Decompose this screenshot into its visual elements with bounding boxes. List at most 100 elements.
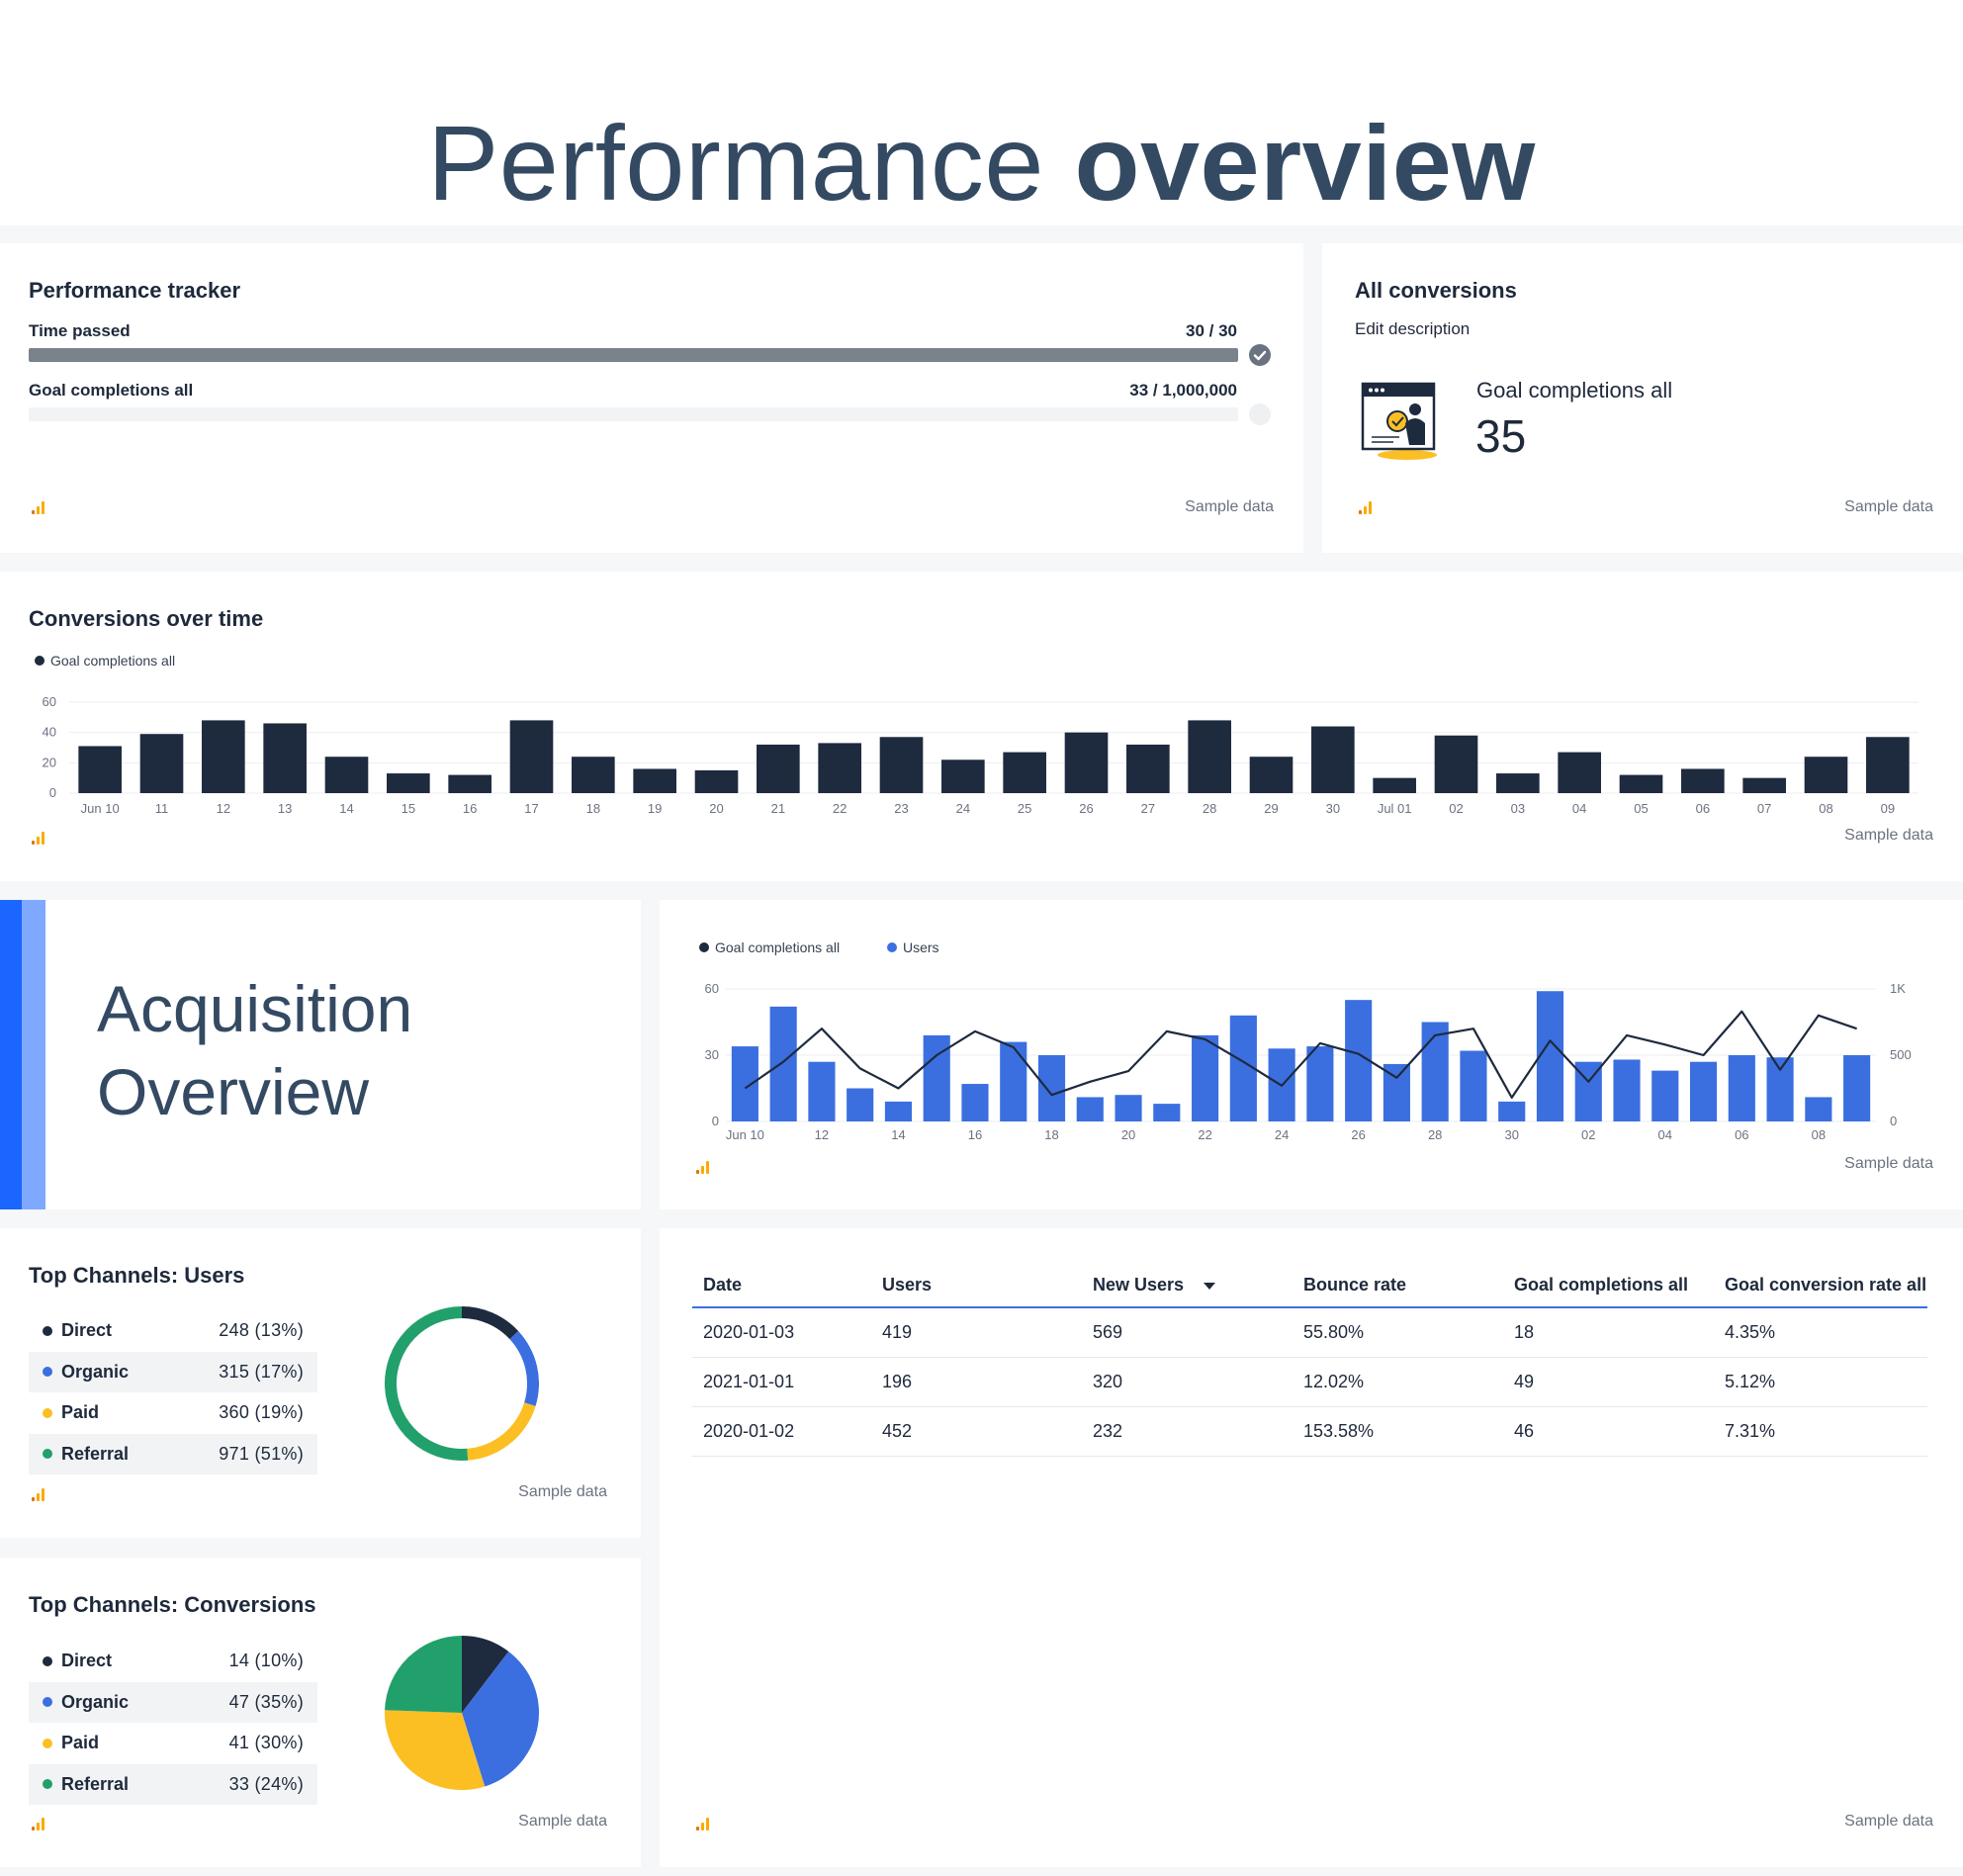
x-tick-label: 06	[1735, 1127, 1748, 1142]
top-channels-conversions-title: Top Channels: Conversions	[29, 1592, 316, 1617]
sort-descending-icon[interactable]	[1204, 1282, 1216, 1290]
list-item: Referral 33 (24%)	[29, 1763, 317, 1805]
table-cell: 7.31%	[1714, 1406, 1927, 1457]
edit-description-link[interactable]: Edit description	[1355, 319, 1471, 338]
x-tick-label: 23	[894, 801, 908, 816]
column-header-date[interactable]: Date	[692, 1264, 871, 1308]
table-row: 2021-01-01 196 320 12.02% 49 5.12%	[692, 1357, 1927, 1407]
analytics-logo-icon	[32, 831, 47, 845]
x-tick-label: Jun 10	[81, 801, 120, 816]
acquisition-title-line2: Overview	[97, 1055, 370, 1128]
y-tick-label: 0	[49, 785, 56, 800]
chart-legend-users: Users	[887, 939, 939, 955]
analytics-logo-icon	[696, 1160, 712, 1174]
channel-value: 47 (35%)	[228, 1691, 304, 1712]
x-tick-label: 28	[1428, 1127, 1442, 1142]
column-header-new-users[interactable]: New Users	[1082, 1264, 1293, 1308]
y-left-tick-label: 30	[705, 1047, 719, 1062]
sample-data-label: Sample data	[1844, 827, 1933, 844]
time-passed-value: 30 / 30	[1186, 321, 1237, 340]
table-cell: 55.80%	[1293, 1307, 1503, 1358]
table-cell: 232	[1082, 1406, 1293, 1457]
bar	[1742, 777, 1786, 793]
column-header-goal-conversion-rate[interactable]: Goal conversion rate all	[1714, 1264, 1927, 1308]
column-header-goal-completions[interactable]: Goal completions all	[1503, 1264, 1714, 1308]
bar	[1311, 726, 1355, 793]
x-tick-label: 08	[1812, 1127, 1826, 1142]
channel-dot	[43, 1697, 52, 1708]
channel-list: Direct 248 (13%) Organic 315 (17%) Paid 360…	[29, 1310, 317, 1474]
conversions-pie-chart	[385, 1636, 539, 1790]
users-bar	[1153, 1104, 1181, 1121]
bar	[1804, 757, 1848, 793]
column-header-bounce-rate[interactable]: Bounce rate	[1293, 1264, 1503, 1308]
slice-organic	[462, 1651, 539, 1787]
bar	[694, 770, 739, 793]
performance-tracker-card: Performance tracker Time passed 30 / 30 …	[0, 243, 1303, 553]
goal-completions-line	[744, 1010, 1857, 1099]
x-tick-label: 16	[463, 801, 477, 816]
sample-data-label: Sample data	[1844, 1813, 1933, 1830]
sample-data-label: Sample data	[1844, 1155, 1933, 1172]
chart-legend-goal: Goal completions all	[699, 939, 840, 955]
channel-name: Referral	[61, 1443, 130, 1464]
x-tick-label: 30	[1326, 801, 1340, 816]
users-bar	[1037, 1055, 1066, 1121]
x-tick-label: 02	[1449, 801, 1463, 816]
slice-organic	[509, 1330, 539, 1406]
x-tick-label: 12	[815, 1127, 829, 1142]
page-title-light: Performance	[427, 103, 1044, 223]
users-bar	[1192, 1034, 1219, 1121]
acquisition-title: Acquisition Overview	[97, 967, 412, 1133]
acquisition-title-line1: Acquisition	[97, 972, 413, 1045]
table-row: 2020-01-03 419 569 55.80% 18 4.35%	[692, 1307, 1927, 1358]
bar	[1064, 732, 1109, 793]
sample-data-label: Sample data	[1844, 498, 1933, 515]
bar	[1434, 735, 1478, 793]
y-right-tick-label: 500	[1890, 1047, 1912, 1062]
column-header-users[interactable]: Users	[871, 1264, 1082, 1308]
bar	[509, 720, 554, 793]
users-bar	[1076, 1097, 1104, 1121]
x-tick-label: 05	[1634, 801, 1648, 816]
chart-legend: Goal completions all	[35, 653, 175, 669]
bar	[1866, 737, 1910, 793]
channel-value: 315 (17%)	[219, 1361, 304, 1382]
slice-referral	[385, 1306, 469, 1461]
channel-dot	[43, 1407, 52, 1418]
accent-bar-light	[22, 900, 45, 1209]
channel-value: 360 (19%)	[219, 1402, 304, 1423]
table-cell: 320	[1082, 1357, 1293, 1407]
channel-dot	[43, 1738, 52, 1748]
legend-dot	[35, 656, 45, 666]
list-item: Referral 971 (51%)	[29, 1433, 317, 1474]
users-bar	[769, 1006, 797, 1121]
slice-paid	[385, 1710, 486, 1790]
time-passed-progress-bar	[29, 348, 1238, 362]
top-channels-users-title: Top Channels: Users	[29, 1263, 245, 1288]
x-tick-label: 11	[155, 801, 169, 816]
slice-direct	[462, 1306, 519, 1340]
users-bar	[1613, 1059, 1641, 1121]
goal-completions-label: Goal completions all	[29, 381, 194, 400]
y-left-tick-label: 60	[705, 981, 719, 996]
list-item: Direct 248 (13%)	[29, 1310, 317, 1352]
x-tick-label: 14	[339, 801, 353, 816]
x-tick-label: 07	[1757, 801, 1771, 816]
bar	[139, 734, 184, 793]
channel-value: 33 (24%)	[228, 1773, 304, 1794]
x-tick-label: 04	[1572, 801, 1586, 816]
list-item: Direct 14 (10%)	[29, 1641, 317, 1682]
legend-dot	[699, 942, 709, 952]
pending-circle-icon	[1249, 403, 1271, 425]
channel-dot	[43, 1449, 52, 1460]
x-tick-label: 02	[1581, 1127, 1595, 1142]
table-cell: 5.12%	[1714, 1357, 1927, 1407]
users-bar	[1383, 1063, 1410, 1121]
x-tick-label: 24	[956, 801, 970, 816]
bar	[324, 757, 369, 793]
combo-chart: 0 30 60 0 500 1K Jun 10 12 14 16 18 20 22 24 26 28 30 02 0…	[705, 981, 1912, 1142]
table-cell: 196	[871, 1357, 1082, 1407]
column-header-label: Goal completions all	[1514, 1275, 1689, 1295]
